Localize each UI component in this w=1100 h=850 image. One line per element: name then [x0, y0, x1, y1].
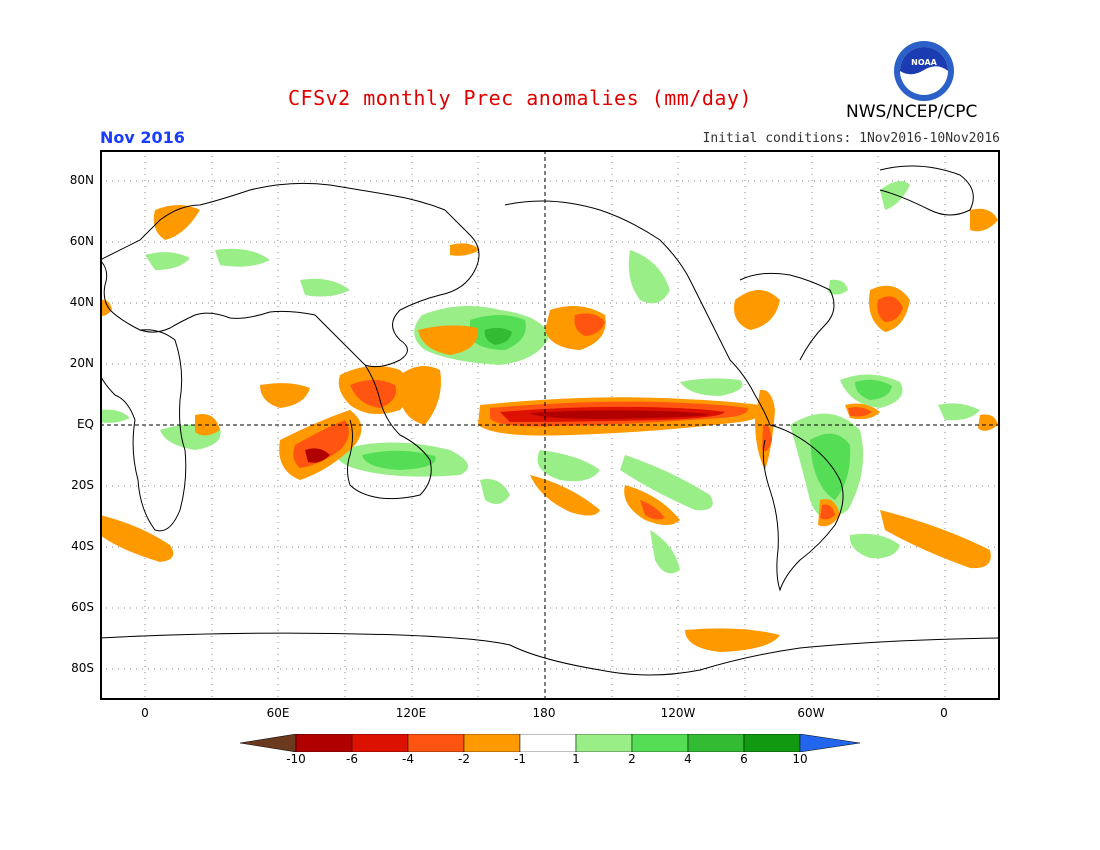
colorbar-bin-3 — [407, 734, 465, 752]
lon-label-0-east: 0 — [940, 706, 948, 720]
wet-anomalies — [102, 181, 980, 574]
anomaly-map — [102, 152, 998, 698]
lon-label-180: 180 — [532, 706, 556, 720]
lat-label-20n: 20N — [69, 356, 94, 370]
lon-label-60e: 60E — [266, 706, 290, 720]
colorbar-bin-9 — [743, 734, 801, 752]
colorbar-label-10: 10 — [792, 752, 808, 766]
noaa-logo: NOAA — [894, 41, 954, 101]
colorbar-bin-1 — [295, 734, 353, 752]
colorbar-bin-6 — [575, 734, 633, 752]
colorbar-label-2: 2 — [628, 752, 636, 766]
colorbar-label-m1: -1 — [514, 752, 526, 766]
colorbar-label-m10: -10 — [286, 752, 306, 766]
lat-label-60n: 60N — [69, 234, 94, 248]
lat-label-80n: 80N — [69, 173, 94, 187]
colorbar-label-4: 4 — [684, 752, 692, 766]
logo-text: NOAA — [911, 58, 937, 67]
lat-label-eq: EQ — [76, 417, 94, 431]
map-title: CFSv2 monthly Prec anomalies (mm/day) — [287, 86, 753, 110]
colorbar-bin-4 — [463, 734, 521, 752]
dry-anomalies — [102, 205, 998, 652]
colorbar-label-m6: -6 — [346, 752, 358, 766]
agency-label: NWS/NCEP/CPC — [846, 102, 978, 122]
lon-label-120e: 120E — [395, 706, 427, 720]
colorbar — [240, 734, 860, 752]
colorbar-label-1: 1 — [572, 752, 580, 766]
lon-label-0: 0 — [141, 706, 149, 720]
lat-label-20s: 20S — [71, 478, 94, 492]
lat-label-60s: 60S — [71, 600, 94, 614]
coastlines — [102, 165, 998, 676]
colorbar-label-6: 6 — [740, 752, 748, 766]
lat-label-80s: 80S — [71, 661, 94, 675]
initial-conditions: Initial conditions: 1Nov2016-10Nov2016 — [702, 131, 1000, 146]
map-panel — [100, 150, 1000, 700]
lat-label-40n: 40N — [69, 295, 94, 309]
colorbar-bin-8 — [687, 734, 745, 752]
lon-label-60w: 60W — [797, 706, 825, 720]
colorbar-bin-low — [240, 734, 297, 752]
lat-label-40s: 40S — [71, 539, 94, 553]
month-label: Nov 2016 — [100, 128, 185, 147]
colorbar-bin-5 — [519, 734, 577, 752]
colorbar-label-m4: -4 — [402, 752, 414, 766]
colorbar-label-m2: -2 — [458, 752, 470, 766]
colorbar-bin-high — [799, 734, 860, 752]
colorbar-bin-7 — [631, 734, 689, 752]
colorbar-bin-2 — [351, 734, 409, 752]
lon-label-120w: 120W — [660, 706, 696, 720]
